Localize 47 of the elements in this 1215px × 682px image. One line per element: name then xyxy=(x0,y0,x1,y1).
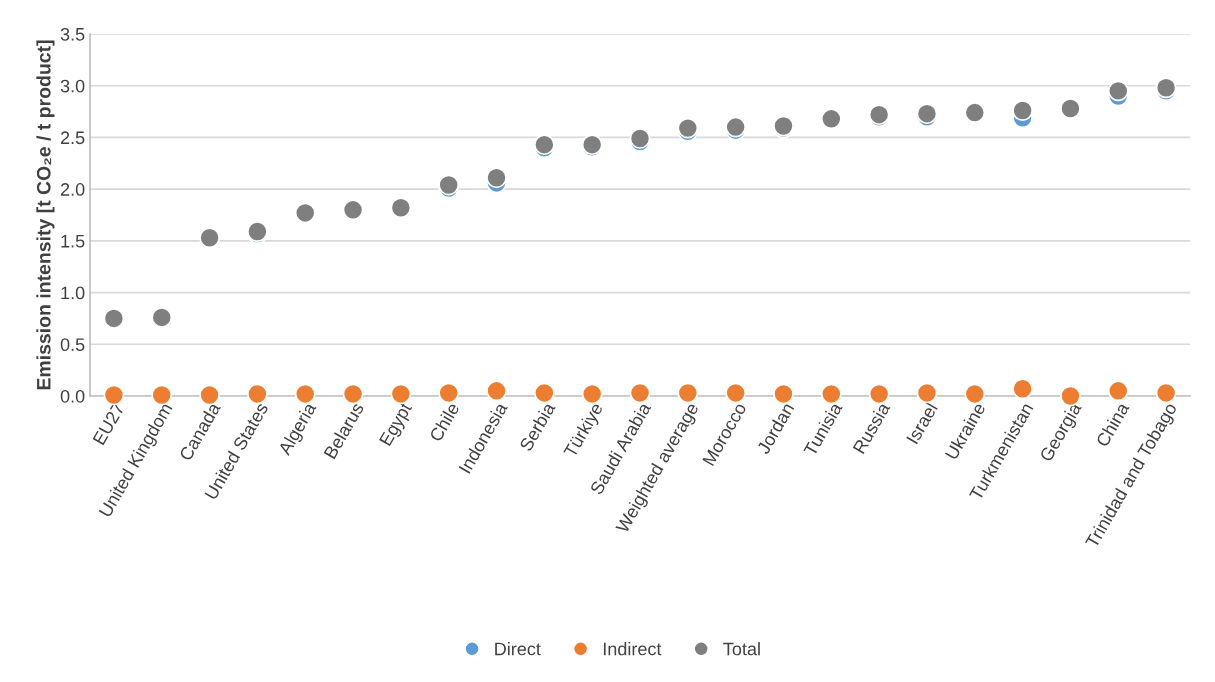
point xyxy=(1012,100,1034,121)
point xyxy=(1107,380,1129,402)
point xyxy=(1155,382,1177,404)
point xyxy=(342,383,364,405)
point xyxy=(390,197,412,219)
y-tick-label: 0.0 xyxy=(60,389,85,403)
point xyxy=(677,382,699,404)
point xyxy=(486,380,507,402)
point xyxy=(581,383,603,405)
point xyxy=(151,306,173,328)
point xyxy=(533,382,555,404)
y-tick-label: 3.0 xyxy=(60,79,85,93)
point xyxy=(486,167,507,189)
point xyxy=(390,383,412,405)
point xyxy=(294,202,316,224)
point xyxy=(246,383,268,405)
y-tick-label: 1.5 xyxy=(61,234,85,248)
point xyxy=(964,102,986,124)
point xyxy=(725,382,747,404)
legend-label: Indirect xyxy=(603,642,662,656)
point xyxy=(773,383,794,405)
point xyxy=(1060,98,1081,119)
point xyxy=(294,383,316,405)
y-tick-label: 1.0 xyxy=(61,286,85,300)
point xyxy=(868,383,890,405)
y-tick-label: 0.5 xyxy=(60,338,85,352)
point xyxy=(151,384,173,406)
point xyxy=(438,382,460,404)
point xyxy=(103,308,125,329)
point xyxy=(342,199,364,221)
y-tick-label: 3.5 xyxy=(60,27,85,41)
point xyxy=(199,227,220,249)
point xyxy=(103,384,125,406)
point xyxy=(820,108,842,130)
y-tick-label: 2.5 xyxy=(60,131,85,145)
point xyxy=(1012,378,1034,400)
y-axis-title: Emission intensity [t CO₂e / t product] xyxy=(36,40,55,390)
point xyxy=(629,382,651,404)
legend-label: Total xyxy=(723,642,760,656)
point xyxy=(1060,385,1081,407)
point xyxy=(199,384,220,406)
point xyxy=(964,383,986,405)
point xyxy=(820,383,842,405)
y-tick-label: 2.0 xyxy=(60,183,85,196)
legend-label: Direct xyxy=(495,642,541,656)
point xyxy=(916,382,938,404)
point xyxy=(1107,80,1129,102)
